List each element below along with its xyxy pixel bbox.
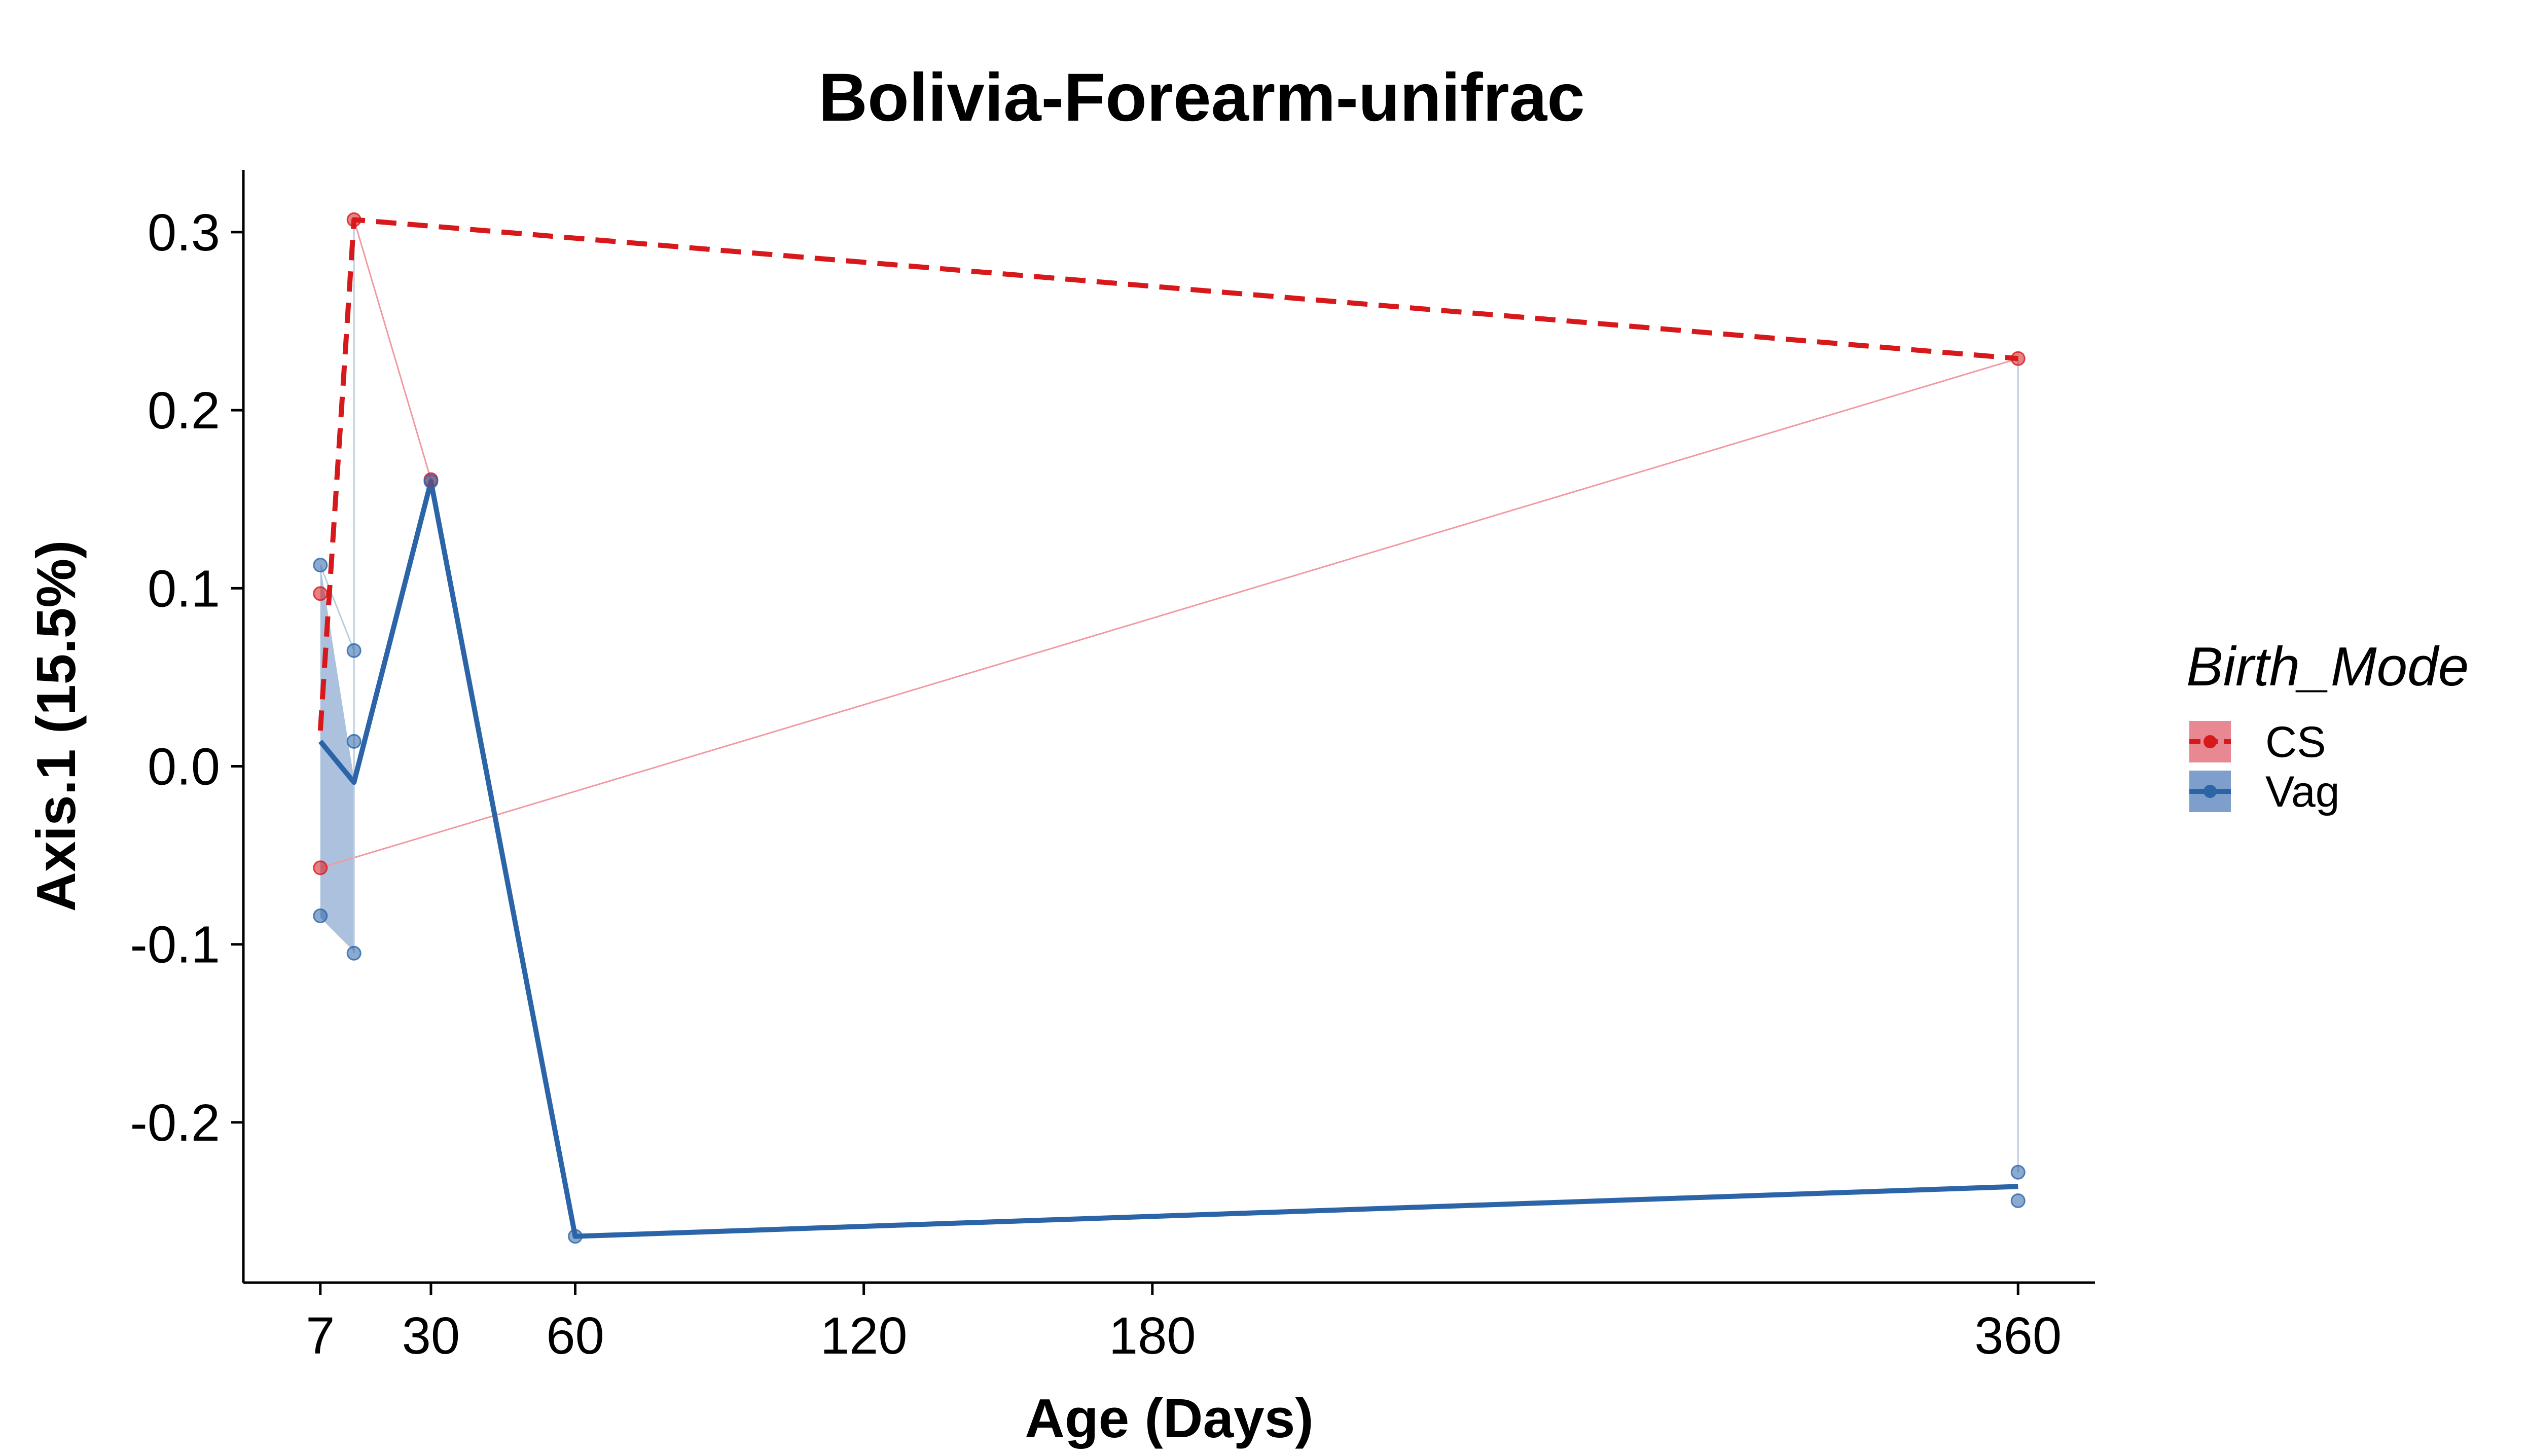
legend-point-vag (2204, 785, 2217, 798)
point-vag-4 (346, 945, 362, 961)
y-tick-label-5: -0.2 (130, 1094, 220, 1152)
plot-area (313, 212, 2026, 1244)
x-tick-label-0: 7 (306, 1306, 335, 1365)
point-cs-2 (346, 212, 362, 227)
x-tick-label-2: 60 (546, 1306, 604, 1365)
legend-key-cs (2189, 721, 2231, 762)
x-axis-title: Age (Days) (1025, 1388, 1313, 1449)
legend: Birth_Mode CS Vag (2186, 636, 2469, 816)
point-vag-2 (346, 643, 362, 658)
x-tick-label-3: 120 (820, 1306, 908, 1365)
legend-label-vag: Vag (2265, 768, 2340, 816)
point-cs-1 (313, 860, 328, 876)
point-vag-6 (568, 1229, 583, 1244)
x-tick-label-5: 360 (1974, 1306, 2062, 1365)
legend-key-vag (2189, 771, 2231, 812)
point-vag-8 (2010, 1193, 2026, 1208)
subject-line-vag-2 (319, 565, 355, 651)
point-vag-3 (346, 734, 362, 749)
point-vag-0 (313, 558, 328, 573)
x-tick-label-1: 30 (402, 1306, 460, 1365)
y-tick-label-2: 0.1 (148, 559, 220, 617)
legend-title: Birth_Mode (2186, 636, 2469, 698)
legend-point-cs (2204, 735, 2217, 748)
subject-line-cs-1 (353, 219, 432, 480)
y-tick-label-4: -0.1 (130, 916, 220, 974)
point-vag-1 (313, 908, 328, 924)
x-axis-ticks: 7 30 60 120 180 360 (306, 1283, 2062, 1365)
subject-line-cs-0 (320, 357, 2018, 869)
y-tick-label-3: 0.0 (148, 738, 220, 796)
subject-lines (319, 219, 2019, 1173)
y-tick-label-0: 0.3 (148, 203, 220, 262)
point-vag-5 (423, 474, 439, 489)
point-cs-0 (313, 586, 328, 601)
y-axis-title: Axis.1 (15.5%) (25, 540, 87, 912)
x-tick-label-4: 180 (1109, 1306, 1196, 1365)
point-vag-7 (2010, 1164, 2026, 1180)
legend-label-cs: CS (2265, 718, 2326, 767)
point-cs-4 (2010, 351, 2026, 366)
y-axis-ticks: 0.3 0.2 0.1 0.0 -0.1 -0.2 (130, 203, 243, 1152)
data-points (313, 212, 2026, 1244)
chart-title: Bolivia-Forearm-unifrac (818, 60, 1585, 135)
y-tick-label-1: 0.2 (148, 381, 220, 440)
